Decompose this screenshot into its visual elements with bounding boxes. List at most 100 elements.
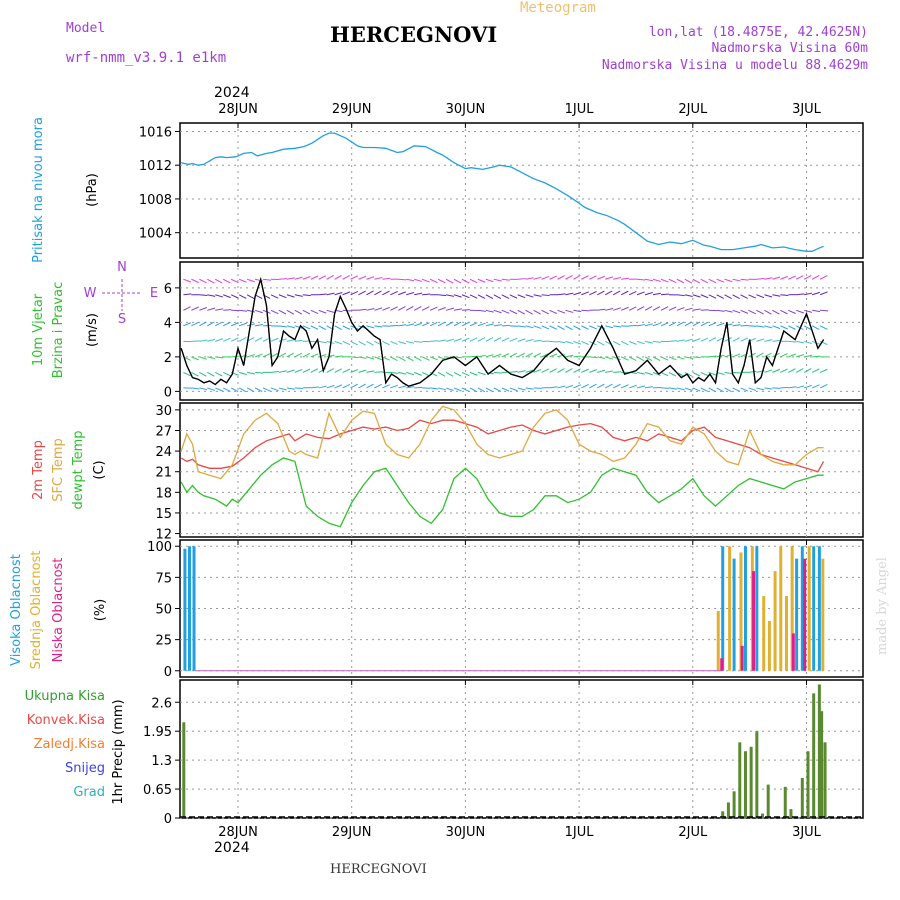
wind-arrow	[493, 309, 502, 314]
precip-bar	[749, 746, 753, 818]
wind-arrow	[207, 321, 215, 327]
wind-arrow	[612, 383, 621, 389]
wind-arrow	[605, 290, 613, 296]
pressure-ytick-label: 1016	[139, 125, 172, 140]
wind-arrow	[796, 368, 804, 373]
wind-arrow	[366, 383, 374, 389]
wind-arrow	[581, 383, 589, 389]
precip-legend-item: Zaledj.Kisa	[34, 737, 105, 752]
wind-arrow	[215, 308, 224, 311]
wind-arrow	[620, 340, 629, 346]
wind-arrow	[366, 308, 375, 311]
wind-arrow	[453, 387, 462, 392]
wind-arrow	[589, 325, 597, 330]
wind-arrow	[437, 356, 446, 360]
wind-arrow	[811, 368, 820, 373]
wind-arrow	[764, 294, 773, 298]
wind-arrow	[517, 309, 526, 315]
wind-arrow	[525, 369, 534, 373]
wind-arrow	[756, 325, 765, 328]
wind-arrow	[764, 339, 773, 342]
wind-arrow	[501, 278, 510, 281]
precip-bar	[823, 742, 827, 818]
wind-arrow	[811, 325, 820, 331]
wind-arrow	[374, 276, 383, 280]
cloud-low-label: Niska Oblacnost	[51, 558, 66, 663]
clouds-bar	[752, 571, 756, 671]
wind-arrow	[445, 321, 454, 327]
wind-arrow	[620, 356, 629, 361]
precip-bar	[732, 791, 736, 818]
wind-arrow	[398, 278, 407, 281]
wind-arrow	[748, 294, 757, 299]
wind-arrow	[453, 321, 462, 327]
wind-arrow	[756, 278, 765, 280]
wind-arrow	[382, 290, 390, 296]
wind-arrow	[238, 294, 247, 299]
wind-arrow	[406, 278, 415, 282]
wind-arrow	[668, 321, 677, 327]
wind-arrow	[732, 324, 741, 327]
wind-arrow	[636, 306, 645, 311]
wind-arrow	[732, 353, 741, 358]
precip-legend-item: Snijeg	[65, 761, 105, 776]
wind-arrow	[509, 337, 518, 342]
wind-unit-label: (m/s)	[85, 313, 100, 347]
wind-arrow	[597, 369, 606, 373]
wind-arrow	[573, 355, 582, 358]
wind-arrow	[358, 308, 367, 311]
wind-arrow	[390, 306, 398, 311]
wind-arrow	[414, 371, 422, 376]
wind-arrow	[803, 368, 812, 373]
wind-arrow	[565, 384, 574, 389]
wind-arrow	[437, 321, 446, 327]
wind-arrow	[676, 371, 685, 377]
wind-arrow	[605, 276, 614, 280]
wind-arrow	[517, 294, 526, 299]
wind-arrow	[788, 386, 797, 389]
wind-arrow	[517, 325, 526, 328]
wind-arrow	[191, 340, 200, 342]
wind-arrow	[644, 323, 653, 327]
wind-arrow	[501, 294, 510, 299]
wind-arrow	[493, 353, 502, 358]
wind-arrow	[652, 292, 661, 296]
wind-arrow	[421, 306, 430, 311]
clouds-bar	[740, 645, 744, 671]
wind-arrow	[421, 356, 430, 361]
wind-arrow	[613, 371, 622, 373]
wind-arrow	[756, 338, 765, 342]
temperature-series-line	[180, 405, 824, 480]
wind-arrow	[780, 275, 789, 280]
wind-arrow	[270, 337, 279, 342]
wind-arrow	[509, 309, 518, 315]
wind-arrow	[278, 338, 287, 342]
wind-arrow	[732, 294, 740, 300]
wind-arrow	[605, 307, 614, 311]
wind-arrow	[230, 278, 239, 284]
wind-arrow	[469, 278, 478, 284]
wind-arrow	[429, 306, 438, 311]
wind-arrow	[605, 383, 613, 389]
wind-arrow	[812, 291, 820, 296]
wind-arrow	[294, 309, 303, 315]
wind-arrow	[549, 368, 557, 373]
wind-arrow	[294, 276, 303, 280]
top-date-label: 28JUN	[218, 102, 258, 117]
wind-arrow	[796, 340, 805, 344]
wind-arrow	[700, 371, 709, 377]
wind-arrow	[438, 294, 447, 297]
wind-arrow	[382, 356, 390, 361]
wind-arrow	[238, 278, 247, 283]
wind-arrow	[318, 309, 327, 314]
wind-arrow	[668, 340, 677, 342]
wind-arrow	[724, 294, 732, 300]
bottom-date-label: 3JUL	[792, 825, 822, 840]
wind-arrow	[565, 292, 574, 296]
wind-arrow	[414, 322, 422, 327]
wind-arrow	[350, 383, 358, 389]
wind-arrow	[668, 371, 677, 377]
wind-arrow	[636, 340, 645, 345]
wind-arrow	[796, 293, 805, 296]
wind-arrow	[310, 368, 319, 373]
